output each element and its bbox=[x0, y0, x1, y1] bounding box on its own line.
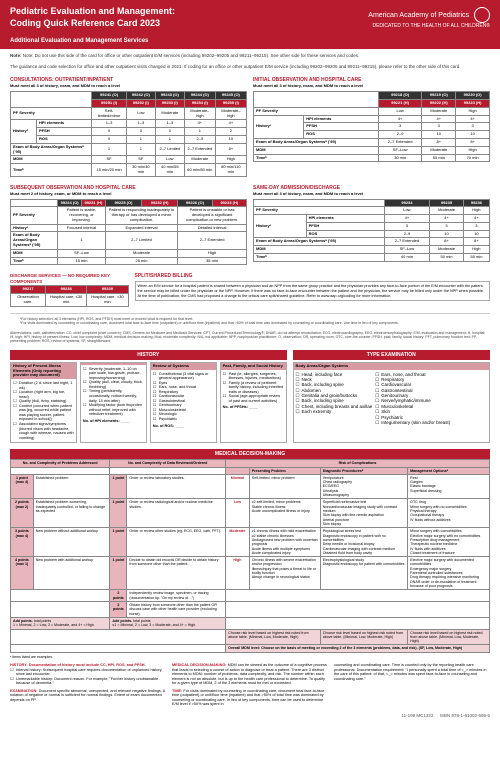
discharge-table: 992179923899239Observation care.Hospital… bbox=[10, 285, 129, 306]
split-title: SPLIT/SHARED BILLING bbox=[135, 273, 491, 279]
mdm-table: No. and Complexity of Problems Addressed… bbox=[10, 459, 490, 653]
initial-table: 99218 (O)99219 (O)99220 (O)99221 (H)9922… bbox=[253, 91, 490, 162]
abbreviations: Abbreviations: cath, catheterization; CC… bbox=[0, 328, 500, 346]
initial-sub: Must meet all 3 of history, exam, and MD… bbox=[253, 84, 490, 89]
footer-c4-text: For visits dominated by counseling or co… bbox=[172, 689, 324, 707]
title-line1: Pediatric Evaluation and Management: bbox=[10, 6, 175, 18]
isbn-line: 11-199 MC1322 ISBN 978-1-61002-595-5 bbox=[0, 711, 500, 724]
footer-c1-title: HISTORY: Documentation of history must i… bbox=[10, 663, 146, 667]
discharge-title: DISCHARGE SERVICES — No required key com… bbox=[10, 273, 129, 284]
org-tagline: DEDICATED TO THE HEALTH OF ALL CHILDREN® bbox=[368, 23, 490, 29]
sameday-title: SAME-DAY ADMISSION/DISCHARGE bbox=[253, 185, 490, 191]
footer-c1-list: Interval history: Subsequent hospital ca… bbox=[10, 668, 166, 686]
sameday-sub: Must meet all 3 of history, exam, and MD… bbox=[253, 192, 490, 197]
body-areas-title: Body Areas/Organ Systems bbox=[294, 363, 490, 370]
guidance-note: The guidance and code selection for offi… bbox=[0, 60, 500, 73]
footer-c4-title: TIME: bbox=[172, 689, 182, 693]
history-panel-header: HISTORY bbox=[10, 350, 287, 360]
subseq-table: 99224 (O)99231 (H)99225 (O)99232 (H)9922… bbox=[10, 199, 247, 266]
split-text: When an E/M service for a hospital patie… bbox=[135, 281, 491, 301]
section-title: Additional Evaluation and Management Ser… bbox=[0, 35, 500, 48]
footer-c3-title: MEDICAL DECISION-MAKING: bbox=[172, 663, 227, 667]
consult-table: 99241 (O)99242 (O)99243 (O)99244 (O)9924… bbox=[10, 91, 247, 177]
isbn: ISBN 978-1-61002-595-5 bbox=[440, 713, 490, 718]
mdm-header: MEDICAL DECISION-MAKING bbox=[10, 449, 490, 459]
org-name: American Academy of Pediatrics bbox=[368, 12, 469, 19]
footer-c5-text: counseling and coordinating care. Time i… bbox=[334, 663, 486, 681]
body-areas-right: Ears, nose, and throatRespiratoryCardiov… bbox=[375, 372, 450, 426]
type-exam-header: TYPE EXAMINATION bbox=[293, 350, 491, 360]
footer-columns: HISTORY: Documentation of history must i… bbox=[0, 659, 500, 711]
subseq-sub: Must meet 2 of history, exam, or MDM to … bbox=[10, 192, 247, 197]
consult-sub: Must meet all 3 of history, exam, and MD… bbox=[10, 84, 247, 89]
subseq-title: SUBSEQUENT OBSERVATION AND HOSPITAL CARE bbox=[10, 185, 247, 191]
body-areas-col: Body Areas/Organ Systems Head, including… bbox=[293, 362, 491, 444]
doc-title: Pediatric Evaluation and Management: Cod… bbox=[10, 6, 175, 29]
sameday-table: 992349923599236PF SeverityLowModerateHig… bbox=[253, 199, 490, 262]
aap-logo-icon bbox=[474, 7, 490, 23]
footer-c2-title: EXAMINATION: bbox=[10, 689, 38, 693]
page-code: 11-199 MC1322 bbox=[402, 713, 434, 718]
history-columns: History of Present Illness Elements (Onl… bbox=[10, 362, 287, 444]
org-block: American Academy of Pediatrics DEDICATED… bbox=[368, 7, 490, 29]
header-bar: Pediatric Evaluation and Management: Cod… bbox=[0, 0, 500, 35]
body-areas-left: Head, including faceNeckBack, including … bbox=[296, 372, 373, 426]
title-line2: Coding Quick Reference Card 2023 bbox=[10, 18, 175, 30]
footnotes: ᶜFor history selection, all 3 elements (… bbox=[10, 313, 490, 328]
